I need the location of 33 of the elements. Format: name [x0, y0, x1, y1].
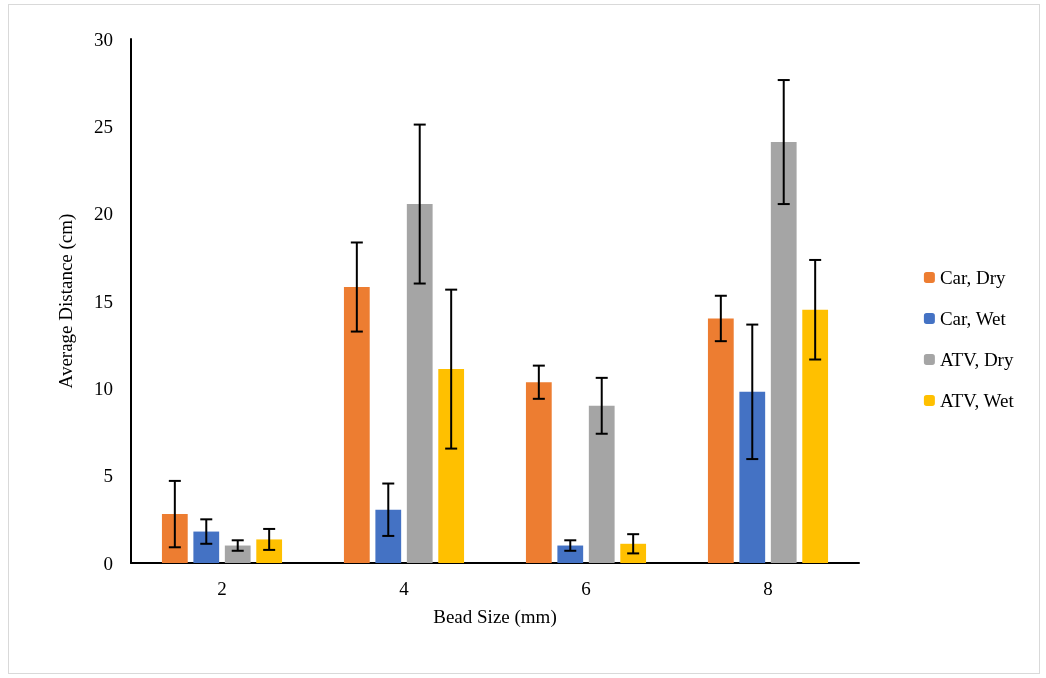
y-axis-title: Average Distance (cm) — [55, 213, 77, 389]
bar — [802, 309, 829, 563]
bar — [161, 514, 188, 563]
bar — [707, 318, 734, 563]
bar — [557, 545, 584, 563]
bar — [739, 391, 766, 563]
y-tick-label: 0 — [103, 552, 113, 574]
bar — [406, 204, 433, 563]
y-tick-label: 15 — [94, 290, 113, 312]
bar — [588, 405, 615, 563]
bar — [525, 382, 552, 563]
x-tick-label: 8 — [763, 578, 773, 599]
legend-label: ATV, Wet — [939, 390, 1015, 411]
x-axis-title: Bead Size (mm) — [433, 606, 557, 628]
x-tick-label: 6 — [581, 578, 591, 599]
bar — [375, 509, 402, 563]
y-tick-label: 20 — [94, 203, 113, 225]
bar — [343, 287, 370, 563]
bar — [256, 539, 283, 563]
legend-label: Car, Wet — [939, 308, 1007, 329]
bar — [193, 531, 220, 563]
y-tick-label: 5 — [103, 465, 113, 487]
bar — [770, 142, 797, 563]
legend-label: Car, Dry — [939, 267, 1007, 288]
y-tick-label: 10 — [94, 377, 113, 399]
bar — [438, 369, 465, 563]
x-tick-label: 2 — [217, 578, 227, 599]
x-tick-label: 4 — [399, 578, 410, 599]
y-tick-label: 30 — [94, 28, 113, 50]
y-tick-label: 25 — [94, 115, 113, 137]
bar — [224, 545, 251, 563]
bar — [620, 543, 647, 563]
legend-label: ATV, Dry — [939, 349, 1014, 370]
